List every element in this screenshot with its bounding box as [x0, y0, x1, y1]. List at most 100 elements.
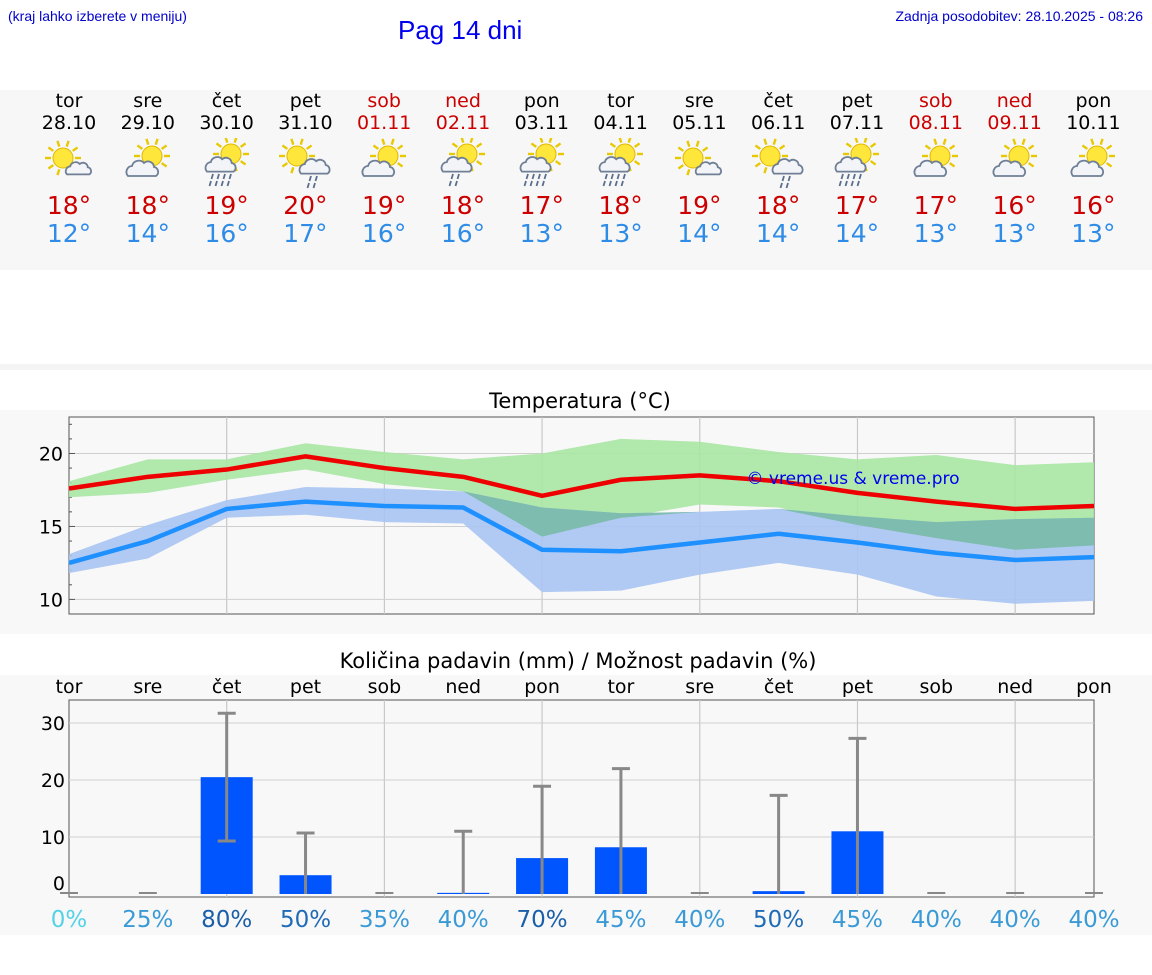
precipitation-x-tick: pon — [524, 676, 560, 698]
day-name: tor — [607, 90, 635, 112]
last-update: Zadnja posodobitev: 28.10.2025 - 08:26 — [895, 8, 1143, 24]
day-forecast: ned 02.11 18° 16° — [423, 90, 503, 248]
temp-range-overlap — [69, 487, 1094, 555]
precipitation-probability: 40% — [911, 907, 962, 933]
day-date: 02.11 — [435, 112, 491, 134]
min-temp: 13° — [598, 219, 643, 248]
precipitation-probability: 50% — [753, 907, 804, 933]
day-date: 09.11 — [987, 112, 1042, 134]
page-title: Pag 14 dni — [398, 15, 523, 45]
precipitation-x-tick: pet — [842, 676, 873, 698]
min-temp: 17° — [283, 219, 328, 248]
section-divider — [0, 364, 1152, 370]
day-name: ned — [996, 90, 1033, 112]
sun-cloud-icon — [675, 140, 723, 176]
day-forecast: sob 08.11 17° 13° — [896, 90, 976, 248]
watermark: © vreme.us & vreme.pro — [746, 469, 959, 489]
day-date: 05.11 — [672, 112, 727, 134]
precipitation-probability: 0% — [51, 907, 88, 933]
precipitation-x-tick: sob — [368, 676, 402, 698]
day-name: pon — [1075, 90, 1112, 112]
max-temp: 16° — [992, 191, 1037, 220]
max-temp: 18° — [756, 191, 801, 220]
min-temp: 14° — [756, 219, 801, 248]
rain-sun-cloud-icon — [204, 138, 249, 187]
precipitation-probability: 70% — [517, 907, 568, 933]
precipitation-probability: 35% — [359, 907, 410, 933]
precipitation-x-tick: tor — [607, 676, 634, 698]
day-date: 06.11 — [750, 112, 806, 134]
rain-sun-cloud-icon — [598, 138, 643, 187]
max-temp: 20° — [283, 191, 328, 220]
day-date: 28.10 — [41, 112, 97, 134]
min-temp: 13° — [992, 219, 1037, 248]
day-name: pet — [289, 90, 321, 112]
precipitation-x-tick: sre — [133, 676, 162, 698]
day-forecast: pet 31.10 20° 17° — [265, 90, 345, 248]
cloud-sun-icon — [361, 138, 407, 177]
location-hint: (kraj lahko izberete v meniju) — [8, 8, 187, 24]
min-temp: 14° — [125, 219, 170, 248]
precipitation-probability: 40% — [438, 907, 489, 933]
temperature-y-tick: 10 — [39, 589, 63, 611]
precipitation-probability: 45% — [595, 907, 646, 933]
day-name: pon — [523, 90, 560, 112]
sun-cloud-light-rain-icon — [752, 138, 804, 189]
temperature-y-tick: 20 — [39, 443, 63, 465]
max-temp: 18° — [440, 191, 486, 220]
precipitation-x-tick: pet — [290, 676, 321, 698]
day-name: sre — [684, 90, 714, 112]
day-date: 30.10 — [199, 112, 254, 134]
day-name: sre — [133, 90, 163, 112]
day-date: 31.10 — [278, 112, 333, 134]
precipitation-probability: 40% — [674, 907, 725, 933]
min-temp: 16° — [204, 219, 249, 248]
day-name: ned — [445, 90, 481, 112]
precipitation-y-tick: 30 — [41, 713, 65, 735]
day-forecast: sre 29.10 18° 14° — [108, 90, 188, 248]
sun-cloud-light-rain-icon — [279, 138, 331, 189]
day-forecast: pon 03.11 17° 13° — [502, 90, 582, 248]
rain-sun-cloud-icon — [834, 138, 879, 187]
day-date: 08.11 — [908, 112, 963, 134]
day-forecast: tor 28.10 18° 12° — [29, 90, 109, 248]
day-date: 29.10 — [120, 112, 175, 134]
day-name: sob — [919, 90, 953, 112]
precipitation-y-tick: 0 — [53, 873, 65, 895]
day-date: 10.11 — [1066, 112, 1121, 134]
precipitation-x-tick: čet — [212, 676, 242, 698]
min-temp-line — [68, 499, 1095, 566]
temperature-y-tick: 15 — [39, 516, 63, 538]
day-name: sob — [367, 90, 401, 112]
max-temp: 17° — [519, 191, 564, 220]
cloud-sun-icon — [125, 138, 170, 177]
sun-cloud-icon — [45, 140, 92, 176]
cloud-sun-icon — [992, 138, 1037, 177]
max-temp: 18° — [125, 191, 170, 220]
day-forecast: pet 07.11 17° 14° — [817, 90, 897, 248]
cloud-sun-light-rain-icon — [440, 138, 485, 187]
max-temp-range-band — [69, 438, 1094, 550]
day-date: 03.11 — [514, 112, 569, 134]
day-forecast: tor 04.11 18° 13° — [581, 90, 661, 248]
max-temp: 18° — [598, 191, 643, 220]
day-date: 04.11 — [593, 112, 648, 134]
min-temp: 13° — [913, 219, 958, 248]
min-temp: 14° — [834, 219, 880, 248]
day-forecast: ned 09.11 16° 13° — [975, 90, 1055, 248]
precipitation-y-tick: 20 — [41, 770, 65, 792]
day-forecast: čet 06.11 18° 14° — [738, 90, 818, 248]
min-temp: 16° — [440, 219, 486, 248]
daily-forecast-panel: tor 28.10 18° 12° sre 29.10 18° 14° čet 30.10 19° 1… — [0, 90, 1152, 270]
max-temp: 19° — [677, 191, 722, 220]
day-forecast: pon 10.11 16° 13° — [1053, 90, 1133, 248]
min-temp: 13° — [519, 219, 564, 248]
day-forecast: sob 01.11 19° 16° — [344, 90, 424, 248]
min-temp: 13° — [1071, 219, 1116, 248]
cloud-sun-icon — [1070, 138, 1116, 177]
precipitation-probability: 45% — [832, 907, 883, 933]
min-temp: 12° — [46, 219, 92, 248]
rain-sun-cloud-icon — [519, 138, 564, 187]
day-forecast: čet 30.10 19° 16° — [187, 90, 267, 248]
